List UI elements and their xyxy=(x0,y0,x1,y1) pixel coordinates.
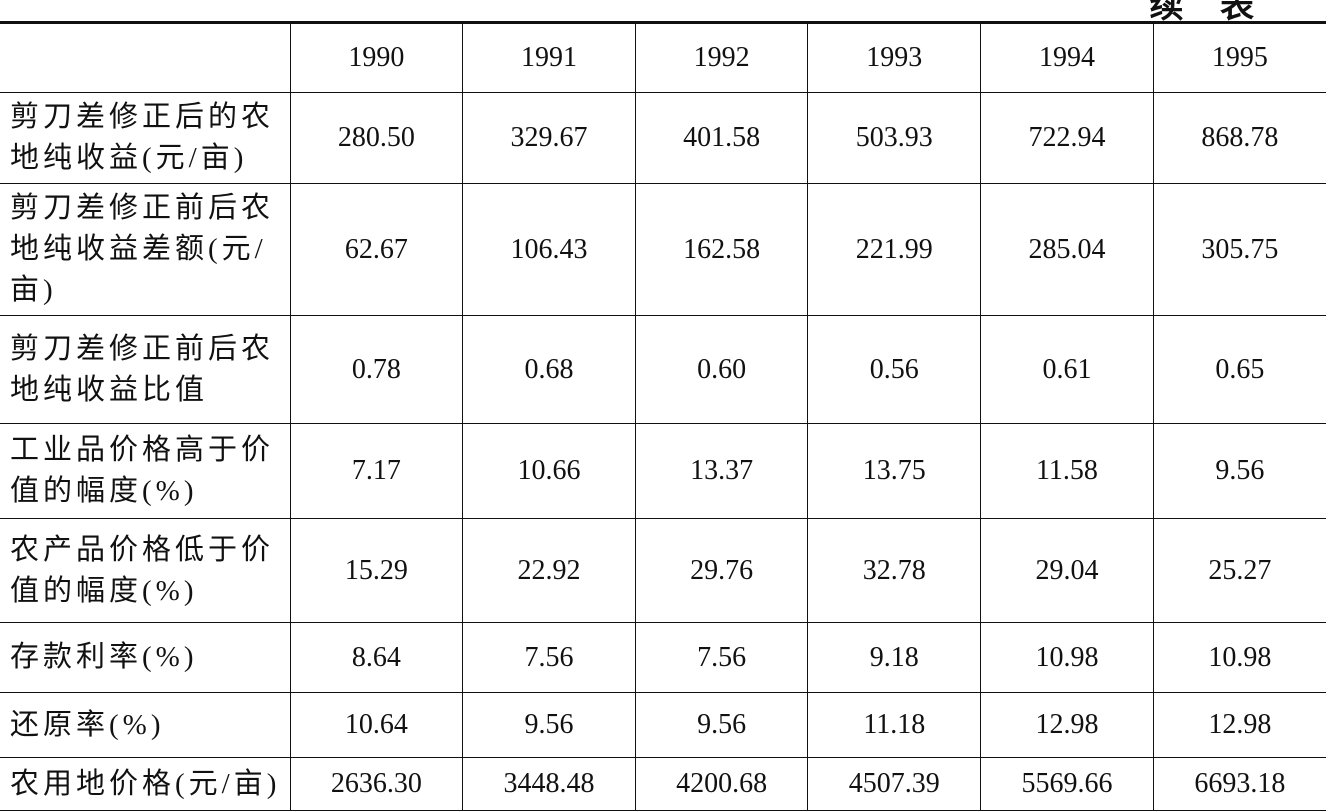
table-cell: 10.98 xyxy=(980,622,1154,693)
table-cell: 0.61 xyxy=(980,315,1154,424)
column-header: 1990 xyxy=(289,22,464,93)
table-cell: 4507.39 xyxy=(807,757,982,811)
column-header: 1993 xyxy=(807,22,982,93)
table-cell: 0.60 xyxy=(634,315,809,424)
corner-cell xyxy=(0,22,291,93)
table-cell: 32.78 xyxy=(807,518,982,623)
table-row: 剪刀差修正前后农地纯收益差额(元/亩) 62.67 106.43 162.58 221.… xyxy=(0,183,1326,316)
table-cell: 9.56 xyxy=(1152,423,1326,519)
table-cell: 106.43 xyxy=(462,183,636,316)
table-row: 存款利率(%) 8.64 7.56 7.56 9.18 10.98 10.98 xyxy=(0,622,1326,693)
row-label: 剪刀差修正前后农地纯收益差额(元/亩) xyxy=(0,183,291,316)
column-header: 1991 xyxy=(462,22,636,93)
row-label: 剪刀差修正后的农地纯收益(元/亩) xyxy=(0,92,291,184)
table-cell: 868.78 xyxy=(1152,92,1326,184)
table-cell: 13.37 xyxy=(634,423,809,519)
table-cell: 0.78 xyxy=(289,315,464,424)
table-cell: 305.75 xyxy=(1152,183,1326,316)
table-cell: 0.68 xyxy=(462,315,636,424)
table-cell: 9.56 xyxy=(462,692,636,758)
table-cell: 8.64 xyxy=(289,622,464,693)
table-cell: 7.56 xyxy=(462,622,636,693)
table-cell: 7.56 xyxy=(634,622,809,693)
table-cell: 9.56 xyxy=(634,692,809,758)
table-cell: 3448.48 xyxy=(462,757,636,811)
table-title: 续 表 xyxy=(1149,0,1268,25)
table-cell: 2636.30 xyxy=(289,757,464,811)
table-cell: 4200.68 xyxy=(634,757,809,811)
header-row: 1990 1991 1992 1993 1994 1995 xyxy=(0,22,1326,93)
table-cell: 10.66 xyxy=(462,423,636,519)
table-cell: 15.29 xyxy=(289,518,464,623)
row-label: 还原率(%) xyxy=(0,692,291,758)
table-row: 剪刀差修正后的农地纯收益(元/亩) 280.50 329.67 401.58 503.9… xyxy=(0,92,1326,184)
table-cell: 0.56 xyxy=(807,315,982,424)
table-cell: 221.99 xyxy=(807,183,982,316)
row-label: 存款利率(%) xyxy=(0,622,291,693)
table-cell: 0.65 xyxy=(1152,315,1326,424)
table-cell: 7.17 xyxy=(289,423,464,519)
table-cell: 12.98 xyxy=(980,692,1154,758)
table-cell: 722.94 xyxy=(980,92,1154,184)
row-label: 剪刀差修正前后农地纯收益比值 xyxy=(0,315,291,424)
table-cell: 285.04 xyxy=(980,183,1154,316)
table-cell: 6693.18 xyxy=(1152,757,1326,811)
table-cell: 162.58 xyxy=(634,183,809,316)
table-cell: 25.27 xyxy=(1152,518,1326,623)
data-table: 1990 1991 1992 1993 1994 1995 剪刀差修正后的农地纯收益(元/亩… xyxy=(0,21,1326,811)
table-cell: 22.92 xyxy=(462,518,636,623)
column-header: 1992 xyxy=(634,22,809,93)
table-row: 农产品价格低于价值的幅度(%) 15.29 22.92 29.76 32.78 29.04… xyxy=(0,518,1326,623)
table-cell: 10.98 xyxy=(1152,622,1326,693)
table-cell: 503.93 xyxy=(807,92,982,184)
table-cell: 11.58 xyxy=(980,423,1154,519)
table-cell: 401.58 xyxy=(634,92,809,184)
table-cell: 280.50 xyxy=(289,92,464,184)
table-cell: 29.04 xyxy=(980,518,1154,623)
table-row: 农用地价格(元/亩) 2636.30 3448.48 4200.68 4507.39 55… xyxy=(0,757,1326,811)
table-cell: 329.67 xyxy=(462,92,636,184)
column-header: 1994 xyxy=(980,22,1154,93)
table-cell: 11.18 xyxy=(807,692,982,758)
table-cell: 12.98 xyxy=(1152,692,1326,758)
table-row: 剪刀差修正前后农地纯收益比值 0.78 0.68 0.60 0.56 0.61 0.65 xyxy=(0,315,1326,424)
column-header: 1995 xyxy=(1152,22,1326,93)
row-label: 农用地价格(元/亩) xyxy=(0,757,291,811)
row-label: 工业品价格高于价值的幅度(%) xyxy=(0,423,291,519)
table-cell: 10.64 xyxy=(289,692,464,758)
table-cell: 9.18 xyxy=(807,622,982,693)
table-row: 还原率(%) 10.64 9.56 9.56 11.18 12.98 12.98 xyxy=(0,692,1326,758)
table-cell: 5569.66 xyxy=(980,757,1154,811)
table-cell: 13.75 xyxy=(807,423,982,519)
table-cell: 29.76 xyxy=(634,518,809,623)
row-label: 农产品价格低于价值的幅度(%) xyxy=(0,518,291,623)
table-cell: 62.67 xyxy=(289,183,464,316)
table-row: 工业品价格高于价值的幅度(%) 7.17 10.66 13.37 13.75 11.58 9… xyxy=(0,423,1326,519)
